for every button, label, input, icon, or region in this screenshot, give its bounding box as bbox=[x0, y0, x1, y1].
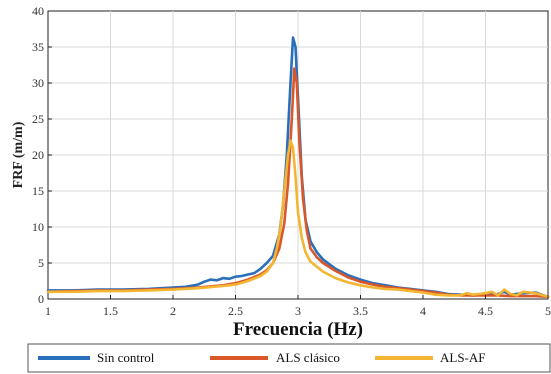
x-tick-label: 4 bbox=[420, 304, 426, 318]
series-layer bbox=[46, 36, 550, 299]
series-line-als-af bbox=[46, 139, 550, 299]
ticks: 1 1.5 2 2.5 3 3.5 4 4.5 5 0 5 10 15 20 25 30 35 40 bbox=[32, 4, 551, 318]
legend-label-sin-control: Sin control bbox=[97, 350, 155, 365]
x-tick-label: 1.5 bbox=[103, 304, 118, 318]
legend-label-als-clasico: ALS clásico bbox=[276, 350, 340, 365]
y-tick-label: 0 bbox=[38, 292, 44, 306]
x-tick-label: 5 bbox=[545, 304, 551, 318]
x-tick-label: 2.5 bbox=[228, 304, 243, 318]
y-tick-label: 35 bbox=[32, 40, 44, 54]
x-axis-title: Frecuencia (Hz) bbox=[233, 319, 363, 340]
legend-label-als-af: ALS-AF bbox=[440, 350, 486, 365]
y-tick-label: 40 bbox=[32, 4, 44, 18]
legend-box bbox=[27, 343, 551, 373]
y-tick-label: 25 bbox=[32, 112, 44, 126]
y-tick-label: 30 bbox=[32, 76, 44, 90]
x-tick-label: 3 bbox=[295, 304, 301, 318]
y-tick-label: 15 bbox=[32, 184, 44, 198]
y-tick-label: 5 bbox=[38, 256, 44, 270]
grid bbox=[48, 11, 548, 299]
y-axis-title: FRF (m/m) bbox=[11, 121, 26, 188]
x-tick-label: 1 bbox=[45, 304, 51, 318]
y-tick-label: 10 bbox=[32, 220, 44, 234]
x-tick-label: 3.5 bbox=[353, 304, 368, 318]
legend: Sin control ALS clásico ALS-AF bbox=[27, 343, 551, 373]
y-tick-label: 20 bbox=[32, 148, 44, 162]
x-tick-label: 4.5 bbox=[478, 304, 493, 318]
x-tick-label: 2 bbox=[170, 304, 176, 318]
